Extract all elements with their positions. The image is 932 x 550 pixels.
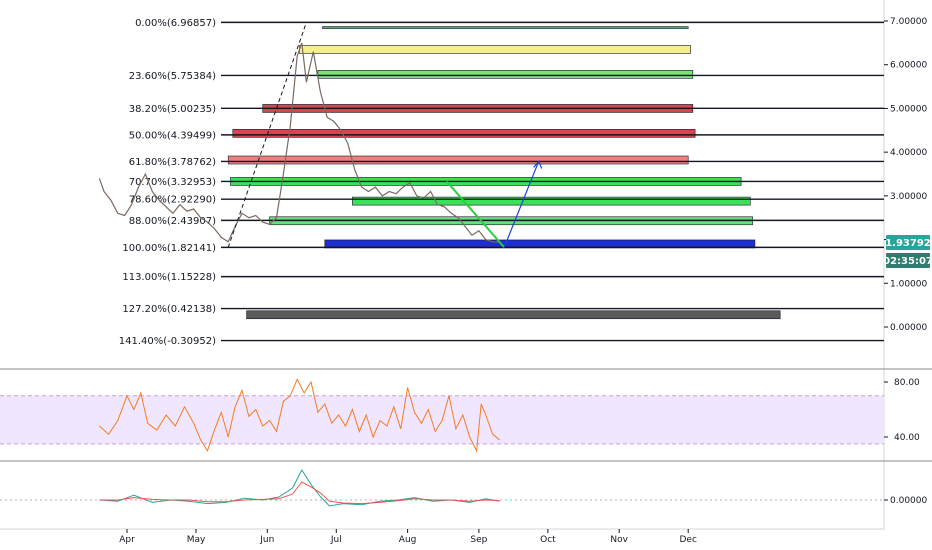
fib-level-lines — [221, 21, 884, 342]
fib-zone-5 — [227, 155, 689, 165]
rsi-tick-label-1: 40.00 — [894, 433, 920, 443]
month-tick-label-2: Jun — [259, 535, 274, 545]
fib-label-4: 61.80%(3.78762) — [129, 157, 216, 168]
fib-label-10: 127.20%(0.42138) — [122, 304, 216, 315]
macd-axis-ticks: 0.00000 — [884, 496, 927, 506]
fib-label-0: 0.00%(6.96857) — [135, 18, 216, 29]
macd-signal-line — [99, 481, 500, 505]
rsi-axis-ticks: 80.00 40.00 — [884, 378, 920, 443]
rsi-series-line — [99, 378, 500, 453]
fib-level-labels: 0.00%(6.96857) 23.60%(5.75384) 38.20%(5.00… — [119, 18, 216, 347]
fib-label-3: 50.00%(4.39499) — [129, 130, 216, 141]
drawing-tools[interactable] — [227, 22, 543, 249]
price-tick-label-0: 0.00000 — [890, 323, 927, 333]
rsi-band — [0, 395, 884, 501]
price-axis-ticks: 0.000001.000002.000003.000004.000005.000… — [884, 17, 927, 333]
fib-zone-10 — [246, 310, 781, 320]
fib-label-9: 113.00%(1.15228) — [122, 272, 216, 283]
last-price-badge: 1.93792 02:35:07 — [883, 235, 932, 268]
price-tick-label-4: 4.00000 — [890, 148, 927, 158]
month-tick-label-6: Oct — [540, 535, 556, 545]
fib-label-2: 38.20%(5.00235) — [129, 104, 216, 115]
blue-projection-arrow — [503, 161, 540, 248]
fib-label-7: 88.00%(2.43907) — [129, 216, 216, 227]
month-tick-label-1: May — [187, 535, 206, 545]
price-tick-label-1: 1.00000 — [890, 279, 927, 289]
price-tick-label-7: 7.00000 — [890, 17, 927, 27]
fib-label-6: 78.60%(2.92290) — [129, 195, 216, 206]
timer-badge-box — [886, 253, 930, 268]
price-tick-label-3: 3.00000 — [890, 192, 927, 202]
fib-label-1: 23.60%(5.75384) — [129, 71, 216, 82]
time-axis-ticks: Apr May Jun Jul Aug Sep Oct Nov Dec — [119, 529, 697, 545]
macd-series-line — [99, 468, 500, 507]
price-series-line — [98, 42, 500, 243]
series-layer — [98, 42, 500, 507]
dashed-trend-line — [227, 22, 307, 248]
month-tick-label-7: Nov — [610, 535, 628, 545]
arrow-head-icon — [533, 160, 543, 169]
month-tick-label-5: Sep — [470, 535, 487, 545]
green-trend-line — [445, 180, 505, 249]
fib-label-8: 100.00%(1.82141) — [122, 243, 216, 254]
fib-label-11: 141.40%(-0.30952) — [119, 336, 216, 347]
fib-zone-4 — [232, 129, 696, 138]
fib-zone-1 — [299, 45, 691, 54]
timer-badge-text: 02:35:07 — [883, 256, 932, 267]
fib-zone-7 — [352, 196, 751, 206]
price-tick-label-6: 6.00000 — [890, 61, 927, 71]
month-tick-label-8: Dec — [679, 535, 696, 545]
month-tick-label-3: Jul — [330, 535, 342, 545]
month-tick-label-4: Aug — [399, 535, 417, 545]
rsi-tick-label-0: 80.00 — [894, 378, 920, 388]
macd-tick-label-0: 0.00000 — [890, 496, 927, 506]
price-tick-label-5: 5.00000 — [890, 104, 927, 114]
fib-zones — [227, 26, 781, 320]
price-badge-box — [886, 235, 930, 250]
price-badge-text: 1.93792 — [885, 238, 931, 249]
fib-zone-0 — [322, 26, 689, 29]
fib-zone-2 — [317, 70, 694, 79]
fib-label-5: 70.70%(3.32953) — [129, 177, 216, 188]
month-tick-label-0: Apr — [119, 535, 135, 545]
